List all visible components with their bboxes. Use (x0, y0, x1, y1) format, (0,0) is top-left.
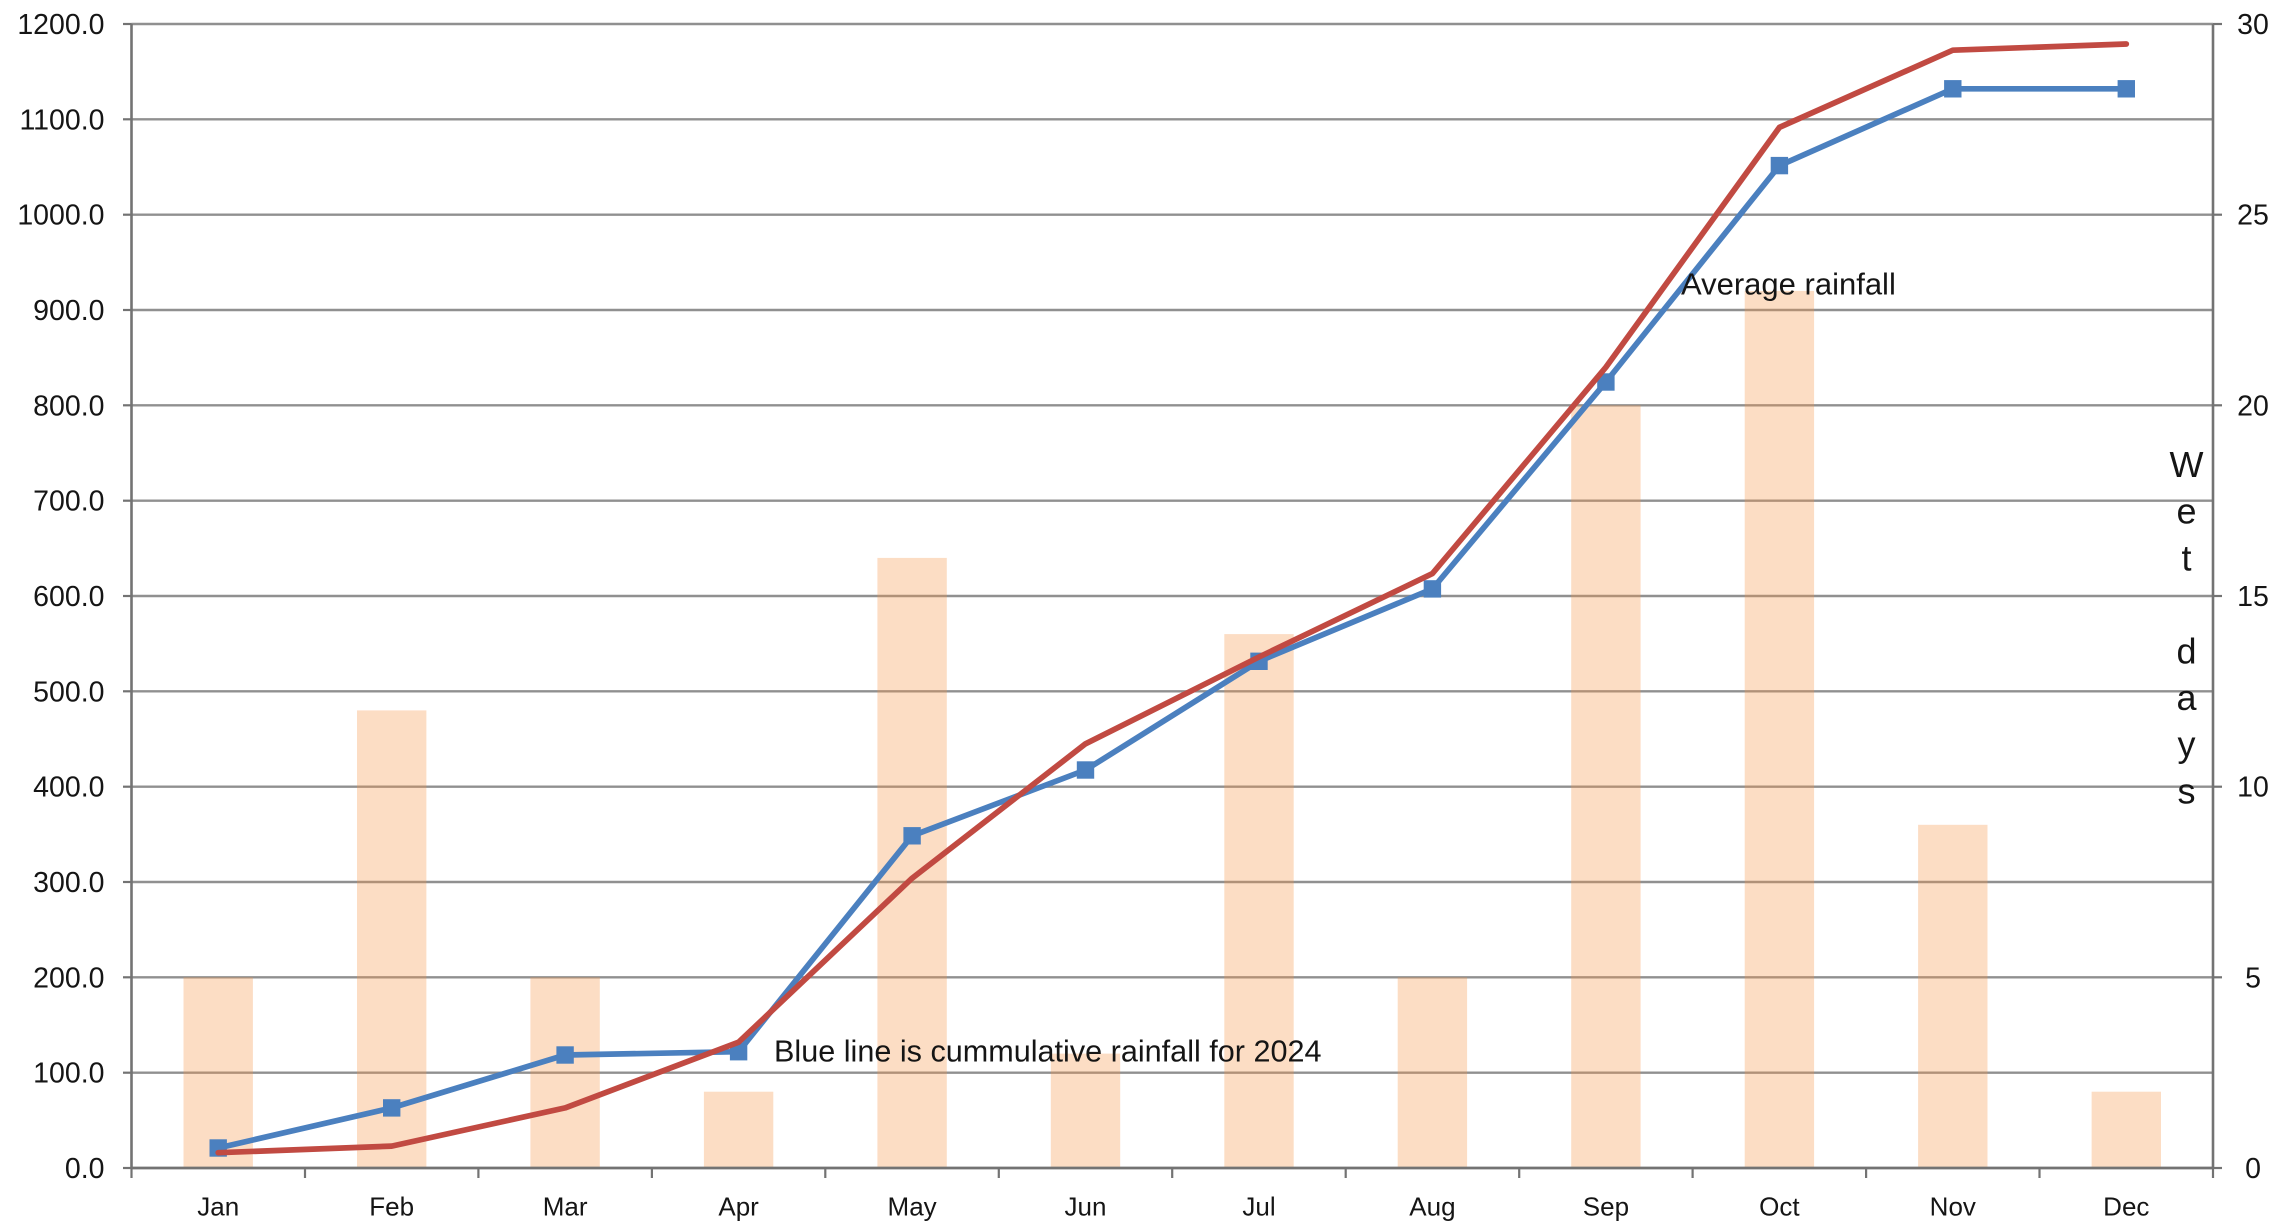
svg-text:600.0: 600.0 (33, 581, 104, 613)
svg-text:Oct: Oct (1759, 1192, 1800, 1222)
svg-text:a: a (2176, 677, 2197, 718)
svg-text:W: W (2170, 444, 2204, 485)
svg-text:y: y (2178, 724, 2196, 765)
svg-text:300.0: 300.0 (33, 867, 104, 899)
svg-text:500.0: 500.0 (33, 676, 104, 708)
svg-text:Blue line is cummulative rainf: Blue line is cummulative rainfall for 20… (774, 1035, 1322, 1069)
svg-text:Aug: Aug (1409, 1192, 1455, 1222)
svg-text:Average rainfall: Average rainfall (1681, 267, 1896, 302)
svg-text:1000.0: 1000.0 (17, 200, 104, 232)
svg-text:Sep: Sep (1583, 1192, 1629, 1222)
svg-text:0: 0 (2245, 1153, 2261, 1185)
svg-text:Feb: Feb (369, 1192, 414, 1222)
svg-text:t: t (2181, 537, 2191, 578)
svg-text:Nov: Nov (1930, 1192, 1976, 1222)
svg-text:200.0: 200.0 (33, 962, 104, 994)
svg-text:1100.0: 1100.0 (19, 104, 104, 136)
svg-text:May: May (888, 1192, 937, 1222)
svg-text:Jan: Jan (197, 1192, 239, 1222)
svg-text:Dec: Dec (2103, 1192, 2149, 1222)
svg-text:30: 30 (2237, 9, 2269, 41)
svg-text:15: 15 (2237, 581, 2269, 613)
svg-text:Mar: Mar (543, 1192, 588, 1222)
svg-text:d: d (2176, 631, 2196, 672)
svg-text:Jun: Jun (1065, 1192, 1107, 1222)
svg-text:Jul: Jul (1242, 1192, 1275, 1222)
svg-text:10: 10 (2237, 772, 2269, 804)
svg-text:800.0: 800.0 (33, 390, 104, 422)
svg-text:700.0: 700.0 (33, 486, 104, 518)
svg-text:1200.0: 1200.0 (17, 9, 104, 41)
svg-text:0.0: 0.0 (65, 1153, 105, 1185)
svg-text:5: 5 (2245, 962, 2261, 994)
svg-text:20: 20 (2237, 390, 2269, 422)
svg-text:400.0: 400.0 (33, 772, 104, 804)
svg-text:e: e (2176, 491, 2196, 532)
svg-text:Apr: Apr (718, 1192, 759, 1222)
svg-text:25: 25 (2237, 200, 2269, 232)
svg-text:s: s (2178, 770, 2196, 811)
svg-text:100.0: 100.0 (33, 1058, 104, 1090)
svg-text:900.0: 900.0 (33, 295, 104, 327)
